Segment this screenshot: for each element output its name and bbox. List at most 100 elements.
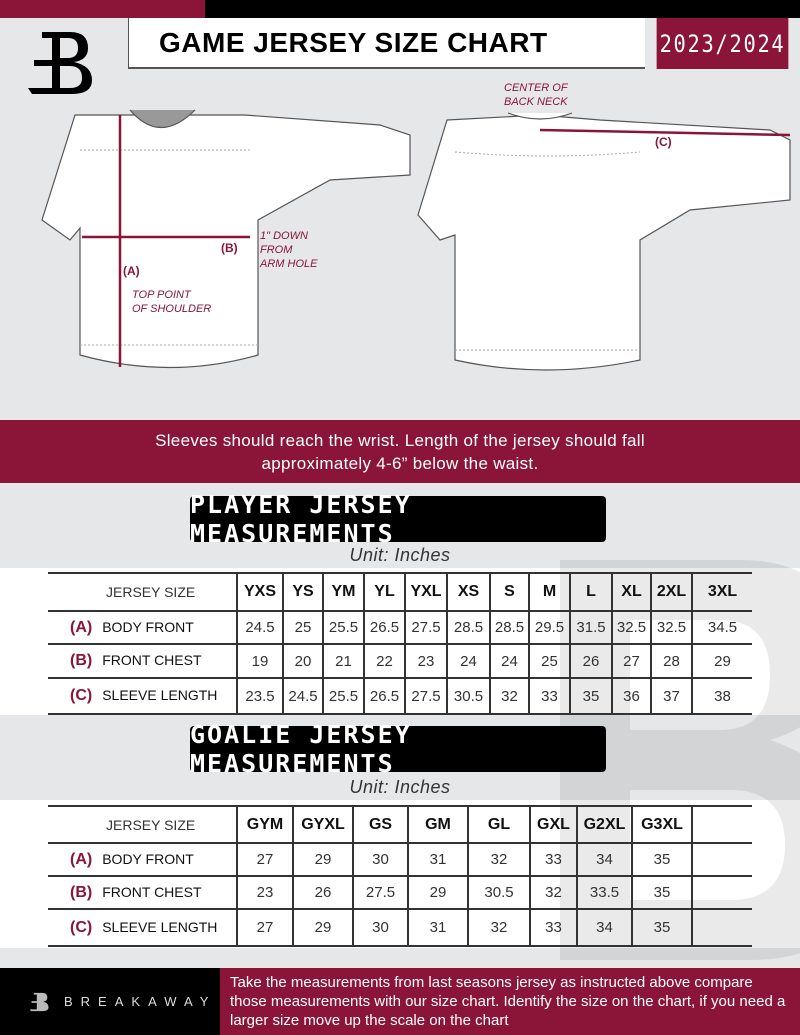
footer-brand: BREAKAWAY: [0, 968, 220, 1035]
measurement-cell: 33: [528, 678, 570, 715]
brand-name: BREAKAWAY: [64, 994, 217, 1009]
size-header: YM: [322, 572, 364, 612]
table-row: (B) FRONT CHEST 19 20 21 22 23 24 24 25 26 27 28 29: [48, 644, 752, 679]
table-row: (C) SLEEVE LENGTH 23.5 24.5 25.5 26.5 27.5 30.5…: [48, 678, 752, 715]
size-header: YS: [282, 572, 323, 612]
measurement-cell: 33: [529, 843, 577, 877]
label-c: (C): [655, 135, 672, 149]
jersey-size-header: JERSEY SIZE: [48, 805, 237, 844]
goalie-size-table: JERSEY SIZE GYM GYXL GS GM GL GXL G2XL G3XL (A) BO…: [48, 805, 752, 947]
instruction-banner: Sleeves should reach the wrist. Length o…: [0, 420, 800, 483]
measurement-cell: 29: [691, 644, 752, 679]
note-top-shoulder: TOP POINT OF SHOULDER: [132, 289, 212, 315]
measurement-cell: 31: [407, 843, 468, 877]
note-back-neck: CENTER OF BACK NECK: [504, 82, 568, 108]
measurement-cell: [691, 843, 752, 877]
measurement-cell: 36: [611, 678, 651, 715]
jersey-size-header: JERSEY SIZE: [48, 572, 237, 612]
measurement-cell: 23: [404, 644, 447, 679]
measurement-cell: [691, 909, 752, 947]
measurement-cell: 23: [236, 876, 293, 910]
measurement-cell: 28.5: [489, 611, 529, 645]
measurement-cell: 26.5: [363, 611, 405, 645]
table-row: (A) BODY FRONT 27 29 30 31 32 33 34 35: [48, 843, 752, 877]
measurement-cell: 37: [650, 678, 692, 715]
measurement-cell: 30.5: [467, 876, 530, 910]
row-label: (C) SLEEVE LENGTH: [48, 909, 237, 947]
size-header: GL: [467, 805, 530, 844]
measurement-cell: 35: [631, 843, 692, 877]
measurement-cell: 27: [236, 843, 293, 877]
player-section-title: PLAYER JERSEY MEASUREMENTS: [190, 490, 606, 548]
measurement-cell: 32.5: [650, 611, 692, 645]
measurement-cell: 34.5: [691, 611, 752, 645]
size-header: YXS: [236, 572, 283, 612]
measurement-cell: 38: [691, 678, 752, 715]
measurement-cell: 20: [282, 644, 323, 679]
measurement-cell: 35: [631, 909, 692, 947]
measurement-cell: 32: [467, 909, 530, 947]
footer-instructions: Take the measurements from last seasons …: [220, 968, 800, 1035]
measurement-cell: 35: [569, 678, 612, 715]
size-header: 2XL: [650, 572, 692, 612]
row-label: (A) BODY FRONT: [48, 843, 237, 877]
measurement-cell: 25: [528, 644, 570, 679]
measurement-cell: 24: [489, 644, 529, 679]
measurement-cell: 26: [569, 644, 612, 679]
top-accent-bar: [0, 0, 205, 18]
size-header: GM: [407, 805, 468, 844]
measurement-cell: 35: [631, 876, 692, 910]
measurement-cell: 24.5: [282, 678, 323, 715]
measurement-cell: 27.5: [404, 611, 447, 645]
size-header: GXL: [529, 805, 577, 844]
measurement-cell: 30: [352, 843, 408, 877]
measurement-cell: 24.5: [236, 611, 283, 645]
measurement-cell: 32: [467, 843, 530, 877]
jersey-diagram: [41, 109, 791, 371]
size-header: GS: [352, 805, 408, 844]
size-header: XS: [446, 572, 490, 612]
front-jersey: [41, 114, 411, 369]
back-jersey: [417, 114, 791, 371]
size-header: GYXL: [292, 805, 353, 844]
measurement-cell: 28: [650, 644, 692, 679]
measure-line-c: [539, 128, 791, 137]
page-title: GAME JERSEY SIZE CHART: [128, 18, 645, 69]
measurement-cell: 33: [529, 909, 577, 947]
row-label: (B) FRONT CHEST: [48, 644, 237, 679]
goalie-unit-label: Unit: Inches: [349, 777, 451, 797]
measurement-cell: 25.5: [322, 678, 364, 715]
table-row: (A) BODY FRONT 24.5 25 25.5 26.5 27.5 28.5 28.5 2…: [48, 611, 752, 645]
measurement-cell: 24: [446, 644, 490, 679]
measurement-cell: 25.5: [322, 611, 364, 645]
size-header: S: [489, 572, 529, 612]
measurement-cell: 29.5: [528, 611, 570, 645]
measurement-cell: 22: [363, 644, 405, 679]
measurement-cell: 27.5: [352, 876, 408, 910]
measurement-cell: 27: [236, 909, 293, 947]
table-row: (C) SLEEVE LENGTH 27 29 30 31 32 33 34 35: [48, 909, 752, 947]
measurement-cell: 31.5: [569, 611, 612, 645]
measurement-cell: 19: [236, 644, 283, 679]
measurement-cell: 34: [576, 909, 632, 947]
measurement-cell: 29: [292, 909, 353, 947]
size-header: [691, 805, 752, 844]
player-unit-label: Unit: Inches: [349, 545, 451, 565]
player-size-table: JERSEY SIZE YXS YS YM YL YXL XS S M L XL 2XL 3XL (A) B…: [48, 572, 752, 715]
measurement-cell: 30.5: [446, 678, 490, 715]
size-header: G2XL: [576, 805, 632, 844]
row-label: (A) BODY FRONT: [48, 611, 237, 645]
table-row: (B) FRONT CHEST 23 26 27.5 29 30.5 32 33.5 35: [48, 876, 752, 910]
measurement-cell: 25: [282, 611, 323, 645]
note-arm-hole: 1" DOWN FROM ARM HOLE: [260, 230, 318, 270]
top-black-bar: [205, 0, 800, 18]
row-label: (B) FRONT CHEST: [48, 876, 237, 910]
measurement-cell: 32: [529, 876, 577, 910]
size-header: YL: [363, 572, 405, 612]
row-label: (C) SLEEVE LENGTH: [48, 678, 237, 715]
breakaway-logo-icon: [28, 32, 92, 94]
measurement-cell: 26: [292, 876, 353, 910]
size-header: 3XL: [691, 572, 752, 612]
measurement-cell: 30: [352, 909, 408, 947]
measurement-cell: 28.5: [446, 611, 490, 645]
